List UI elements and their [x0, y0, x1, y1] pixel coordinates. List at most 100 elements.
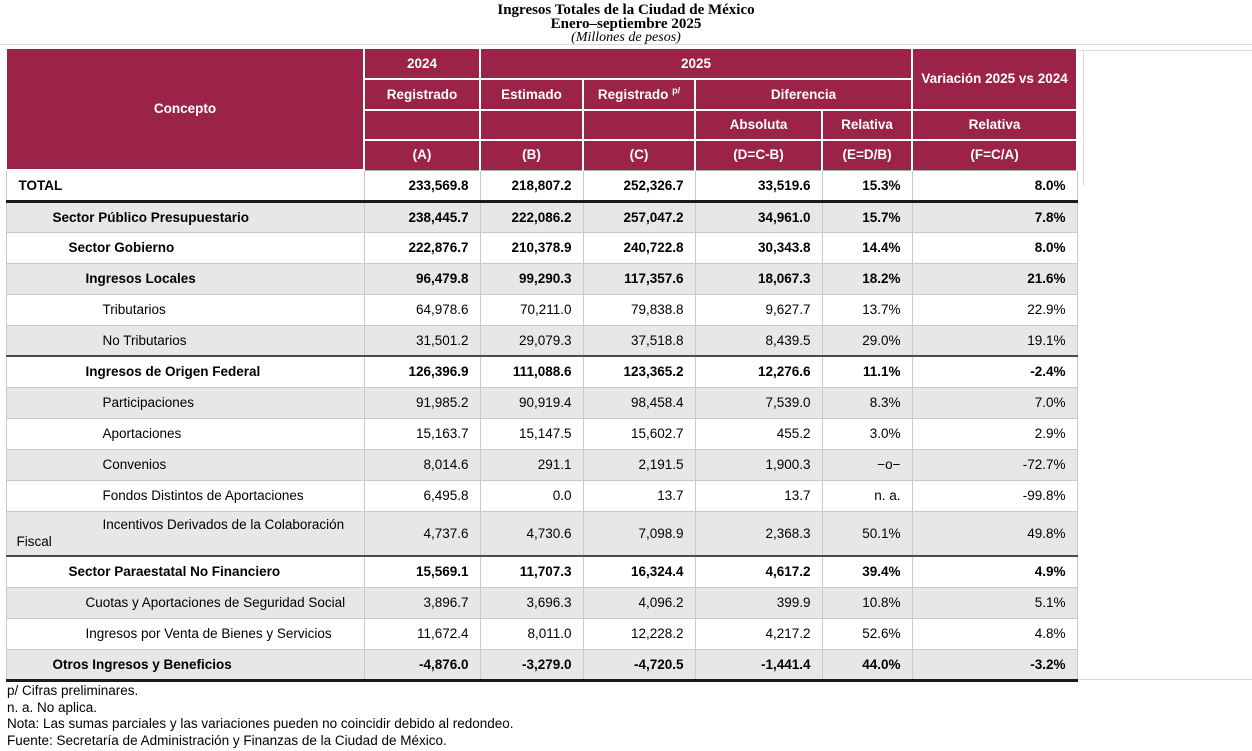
value-cell-e: 18.2% — [821, 263, 913, 295]
header-registrado-2024: Registrado — [363, 78, 481, 111]
value-cell-f: 5.1% — [911, 587, 1078, 619]
value-cell-d: 18,067.3 — [694, 263, 823, 295]
value-cell-f: 8.0% — [911, 170, 1078, 203]
value-cell-b: 210,378.9 — [479, 232, 584, 264]
header-relativa: Relativa — [820, 109, 914, 141]
value-cell-d: -1,441.4 — [694, 649, 823, 681]
header-registrado-2025: Registrado p/ — [582, 78, 696, 111]
value-cell-b: 291.1 — [479, 449, 584, 481]
value-cell-d: 1,900.3 — [694, 449, 823, 481]
value-cell-e: 8.3% — [821, 387, 913, 419]
table-row: Convenios 8,014.6 291.1 2,191.5 1,900.3 … — [5, 449, 1078, 481]
value-cell-a: 15,163.7 — [363, 418, 481, 450]
header-absoluta: Absoluta — [694, 109, 823, 141]
value-cell-e: 44.0% — [821, 649, 913, 681]
value-cell-f: 49.8% — [911, 511, 1078, 557]
value-cell-a: 15,569.1 — [363, 555, 481, 588]
value-cell-d: 4,217.2 — [694, 618, 823, 650]
value-cell-a: 31,501.2 — [363, 325, 481, 357]
table-row: Sector Gobierno 222,876.7 210,378.9 240,… — [5, 232, 1078, 264]
value-cell-b: 29,079.3 — [479, 325, 584, 357]
value-cell-a: 6,495.8 — [363, 480, 481, 512]
value-cell-c: 117,357.6 — [582, 263, 696, 295]
report-period: Enero–septiembre 2025 — [550, 16, 702, 32]
table-row: Fondos Distintos de Aportaciones 6,495.8… — [5, 480, 1078, 512]
concept-cell: No Tributarios — [5, 325, 365, 357]
concept-cell: Ingresos de Origen Federal — [5, 355, 365, 388]
value-cell-c: 13.7 — [582, 480, 696, 512]
value-cell-c: 37,518.8 — [582, 325, 696, 357]
value-cell-a: -4,876.0 — [363, 649, 481, 681]
value-cell-c: 257,047.2 — [582, 201, 696, 233]
value-cell-c: 123,365.2 — [582, 355, 696, 388]
income-table: Concepto 2024 2025 Variación 2025 vs 202… — [5, 47, 1079, 682]
footnote-nota: Nota: Las sumas parciales y las variacio… — [7, 716, 514, 731]
value-cell-d: 4,617.2 — [694, 555, 823, 588]
value-cell-e: 11.1% — [821, 355, 913, 388]
value-cell-a: 3,896.7 — [363, 587, 481, 619]
value-cell-d: 7,539.0 — [694, 387, 823, 419]
preliminary-superscript: p/ — [672, 85, 681, 95]
table-row: Ingresos Locales 96,479.8 99,290.3 117,3… — [5, 263, 1078, 295]
value-cell-a: 126,396.9 — [363, 355, 481, 388]
concept-cell: Cuotas y Aportaciones de Seguridad Socia… — [5, 587, 365, 619]
footnote-fuente: Fuente: Secretaría de Administración y F… — [7, 732, 447, 748]
value-cell-c: 16,324.4 — [582, 555, 696, 588]
value-cell-c: 12,228.2 — [582, 618, 696, 650]
footnotes: p/ Cifras preliminares. n. a. No aplica.… — [7, 683, 514, 749]
report-title-block: Ingresos Totales de la Ciudad de México … — [0, 3, 1252, 45]
value-cell-e: 52.6% — [821, 618, 913, 650]
value-cell-f: 7.8% — [911, 201, 1078, 233]
concept-cell: Otros Ingresos y Beneficios — [5, 649, 365, 681]
header-col-a: (A) — [363, 139, 481, 171]
value-cell-e: 15.3% — [821, 170, 913, 203]
value-cell-c: 98,458.4 — [582, 387, 696, 419]
report-title: Ingresos Totales de la Ciudad de México — [497, 2, 755, 18]
value-cell-c: 240,722.8 — [582, 232, 696, 264]
value-cell-c: 4,096.2 — [582, 587, 696, 619]
value-cell-d: 12,276.6 — [694, 355, 823, 388]
concept-cell: Sector Público Presupuestario — [5, 201, 365, 233]
value-cell-f: -99.8% — [911, 480, 1078, 512]
value-cell-e: 10.8% — [821, 587, 913, 619]
value-cell-b: 0.0 — [479, 480, 584, 512]
header-2025: 2025 — [478, 47, 914, 80]
value-cell-e: −o− — [821, 449, 913, 481]
value-cell-b: -3,279.0 — [479, 649, 584, 681]
value-cell-f: 8.0% — [911, 232, 1078, 264]
value-cell-b: 111,088.6 — [479, 355, 584, 388]
footnote-na: n. a. No aplica. — [7, 699, 98, 715]
header-col-f: (F=C/A) — [911, 139, 1079, 171]
concept-cell: Aportaciones — [5, 418, 365, 450]
value-cell-b: 11,707.3 — [479, 555, 584, 588]
value-cell-a: 222,876.7 — [363, 232, 481, 264]
footnote-preliminary: p/ Cifras preliminares. — [7, 683, 139, 698]
value-cell-f: -2.4% — [911, 355, 1078, 388]
header-col-e: (E=D/B) — [820, 139, 914, 171]
header-blank-c — [582, 109, 696, 141]
value-cell-c: 15,602.7 — [582, 418, 696, 450]
value-cell-b: 3,696.3 — [479, 587, 584, 619]
value-cell-e: 15.7% — [821, 201, 913, 233]
value-cell-e: 39.4% — [821, 555, 913, 588]
value-cell-c: 7,098.9 — [582, 511, 696, 557]
table-row: Ingresos por Venta de Bienes y Servicios… — [5, 618, 1078, 650]
value-cell-a: 91,985.2 — [363, 387, 481, 419]
concept-cell: Ingresos por Venta de Bienes y Servicios — [5, 618, 365, 650]
value-cell-c: 252,326.7 — [582, 170, 696, 203]
table-row: Sector Público Presupuestario 238,445.7 … — [5, 201, 1078, 233]
concept-cell: Ingresos Locales — [5, 263, 365, 295]
table-row: Tributarios 64,978.6 70,211.0 79,838.8 9… — [5, 294, 1078, 326]
header-diferencia: Diferencia — [693, 78, 914, 111]
value-cell-b: 4,730.6 — [479, 511, 584, 557]
value-cell-c: 79,838.8 — [582, 294, 696, 326]
concept-cell: Sector Paraestatal No Financiero — [5, 555, 365, 588]
header-variacion: Variación 2025 vs 2024 — [911, 47, 1079, 111]
header-relativa-f: Relativa — [911, 109, 1079, 141]
header-col-c: (C) — [582, 139, 696, 171]
value-cell-a: 11,672.4 — [363, 618, 481, 650]
sheet-gridline-top — [0, 44, 1252, 45]
value-cell-d: 34,961.0 — [694, 201, 823, 233]
value-cell-a: 238,445.7 — [363, 201, 481, 233]
header-2024: 2024 — [363, 47, 481, 80]
